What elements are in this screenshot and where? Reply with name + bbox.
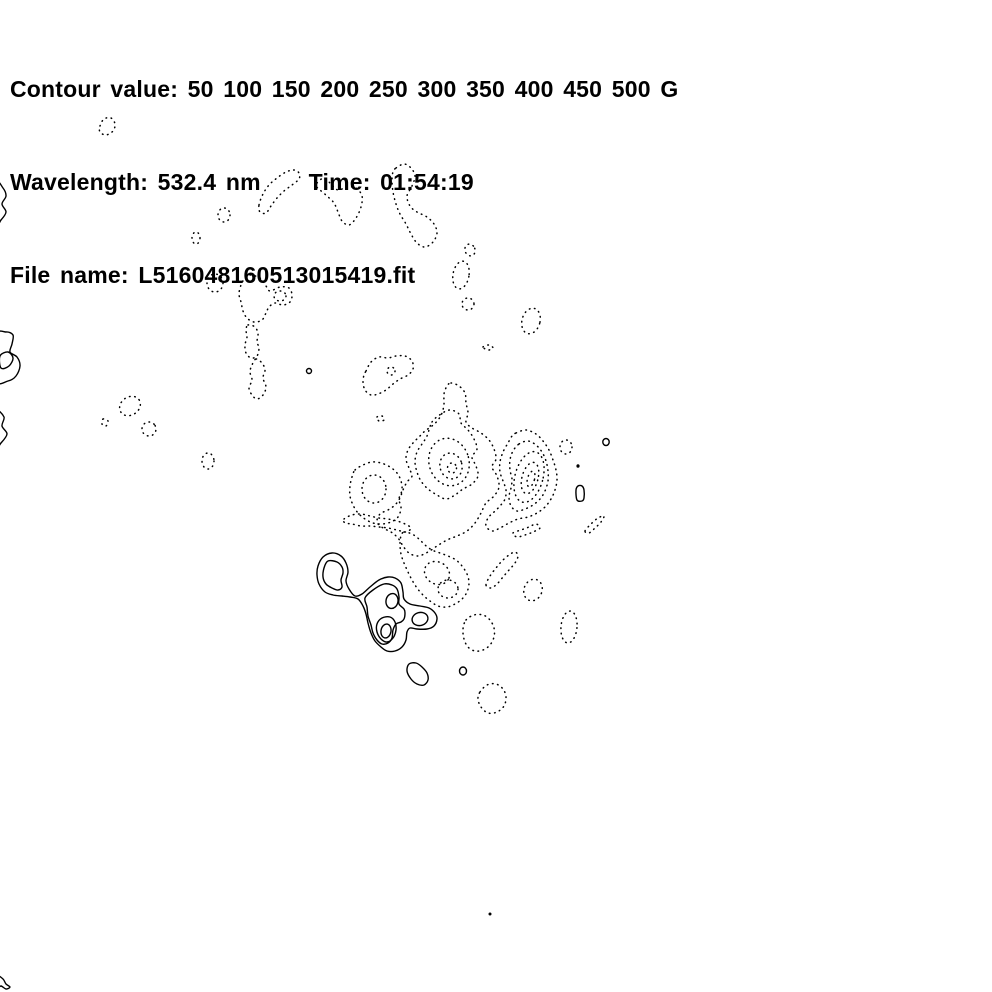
contour-negative bbox=[477, 682, 507, 715]
contour-positive bbox=[576, 464, 580, 468]
contour-negative bbox=[348, 461, 403, 525]
contour-negative bbox=[512, 523, 541, 538]
contour-positive bbox=[0, 975, 11, 990]
contour-negative bbox=[446, 462, 458, 474]
contour-negative bbox=[482, 344, 494, 351]
contour-negative bbox=[584, 515, 605, 534]
contour-negative bbox=[520, 461, 540, 495]
contour-negative bbox=[315, 177, 364, 226]
contour-negative bbox=[414, 409, 479, 500]
contour-negative bbox=[437, 579, 459, 599]
contour-positive bbox=[375, 615, 397, 643]
contour-negative bbox=[461, 297, 475, 311]
contour-negative bbox=[361, 474, 387, 504]
contour-negative bbox=[462, 613, 496, 652]
contour-negative bbox=[427, 437, 471, 487]
contour-negative bbox=[522, 578, 544, 602]
contour-positive bbox=[0, 351, 14, 370]
contour-positive bbox=[602, 437, 610, 447]
contour-negative bbox=[258, 169, 301, 215]
contour-negative bbox=[520, 307, 542, 335]
contour-negative bbox=[485, 551, 519, 589]
contour-positive bbox=[305, 367, 313, 375]
contour-negative bbox=[439, 452, 463, 480]
contour-negative bbox=[423, 560, 451, 586]
contour-negative bbox=[248, 358, 267, 400]
contour-values-line: Contour value: 50 100 150 200 250 300 35… bbox=[10, 76, 679, 102]
contour-positive bbox=[385, 592, 399, 610]
contour-negative bbox=[526, 470, 536, 488]
contour-positive bbox=[364, 583, 406, 645]
contour-negative bbox=[141, 421, 157, 437]
contour-negative bbox=[376, 382, 500, 557]
contour-negative bbox=[376, 415, 385, 422]
contour-negative bbox=[244, 324, 260, 359]
contour-negative bbox=[118, 395, 142, 417]
contour-negative bbox=[513, 450, 545, 504]
contour-negative bbox=[273, 290, 287, 302]
header: Contour value: 50 100 150 200 250 300 35… bbox=[10, 12, 678, 353]
contour-negative bbox=[342, 513, 412, 533]
contour-positive bbox=[411, 611, 429, 627]
contour-negative bbox=[191, 231, 201, 245]
contour-positive bbox=[0, 330, 21, 385]
contour-positive bbox=[488, 912, 492, 916]
contour-negative bbox=[464, 243, 476, 257]
contour-positive bbox=[458, 666, 468, 676]
wavelength-time-line: Wavelength: 532.4 nm Time: 01:54:19 bbox=[10, 169, 474, 195]
contour-negative bbox=[559, 439, 573, 455]
contour-positive bbox=[0, 182, 7, 224]
contour-positive bbox=[322, 559, 344, 591]
contour-negative bbox=[101, 418, 109, 427]
contour-positive bbox=[380, 623, 392, 639]
contour-negative bbox=[201, 452, 215, 470]
contour-negative bbox=[399, 531, 470, 608]
file-name-line: File name: L516048160513015419.fit bbox=[10, 262, 416, 288]
contour-negative bbox=[238, 274, 293, 323]
contour-positive bbox=[316, 552, 438, 653]
contour-positive bbox=[406, 662, 429, 686]
contour-negative bbox=[98, 116, 116, 136]
contour-negative bbox=[391, 163, 438, 248]
contour-negative bbox=[452, 260, 470, 290]
contour-negative bbox=[206, 273, 224, 293]
contour-positive bbox=[0, 410, 8, 446]
contour-negative bbox=[362, 354, 415, 397]
contour-positive bbox=[575, 484, 585, 502]
contour-negative bbox=[485, 429, 558, 532]
contour-negative bbox=[217, 207, 231, 223]
contour-negative bbox=[560, 610, 578, 644]
contour-negative bbox=[386, 366, 396, 376]
